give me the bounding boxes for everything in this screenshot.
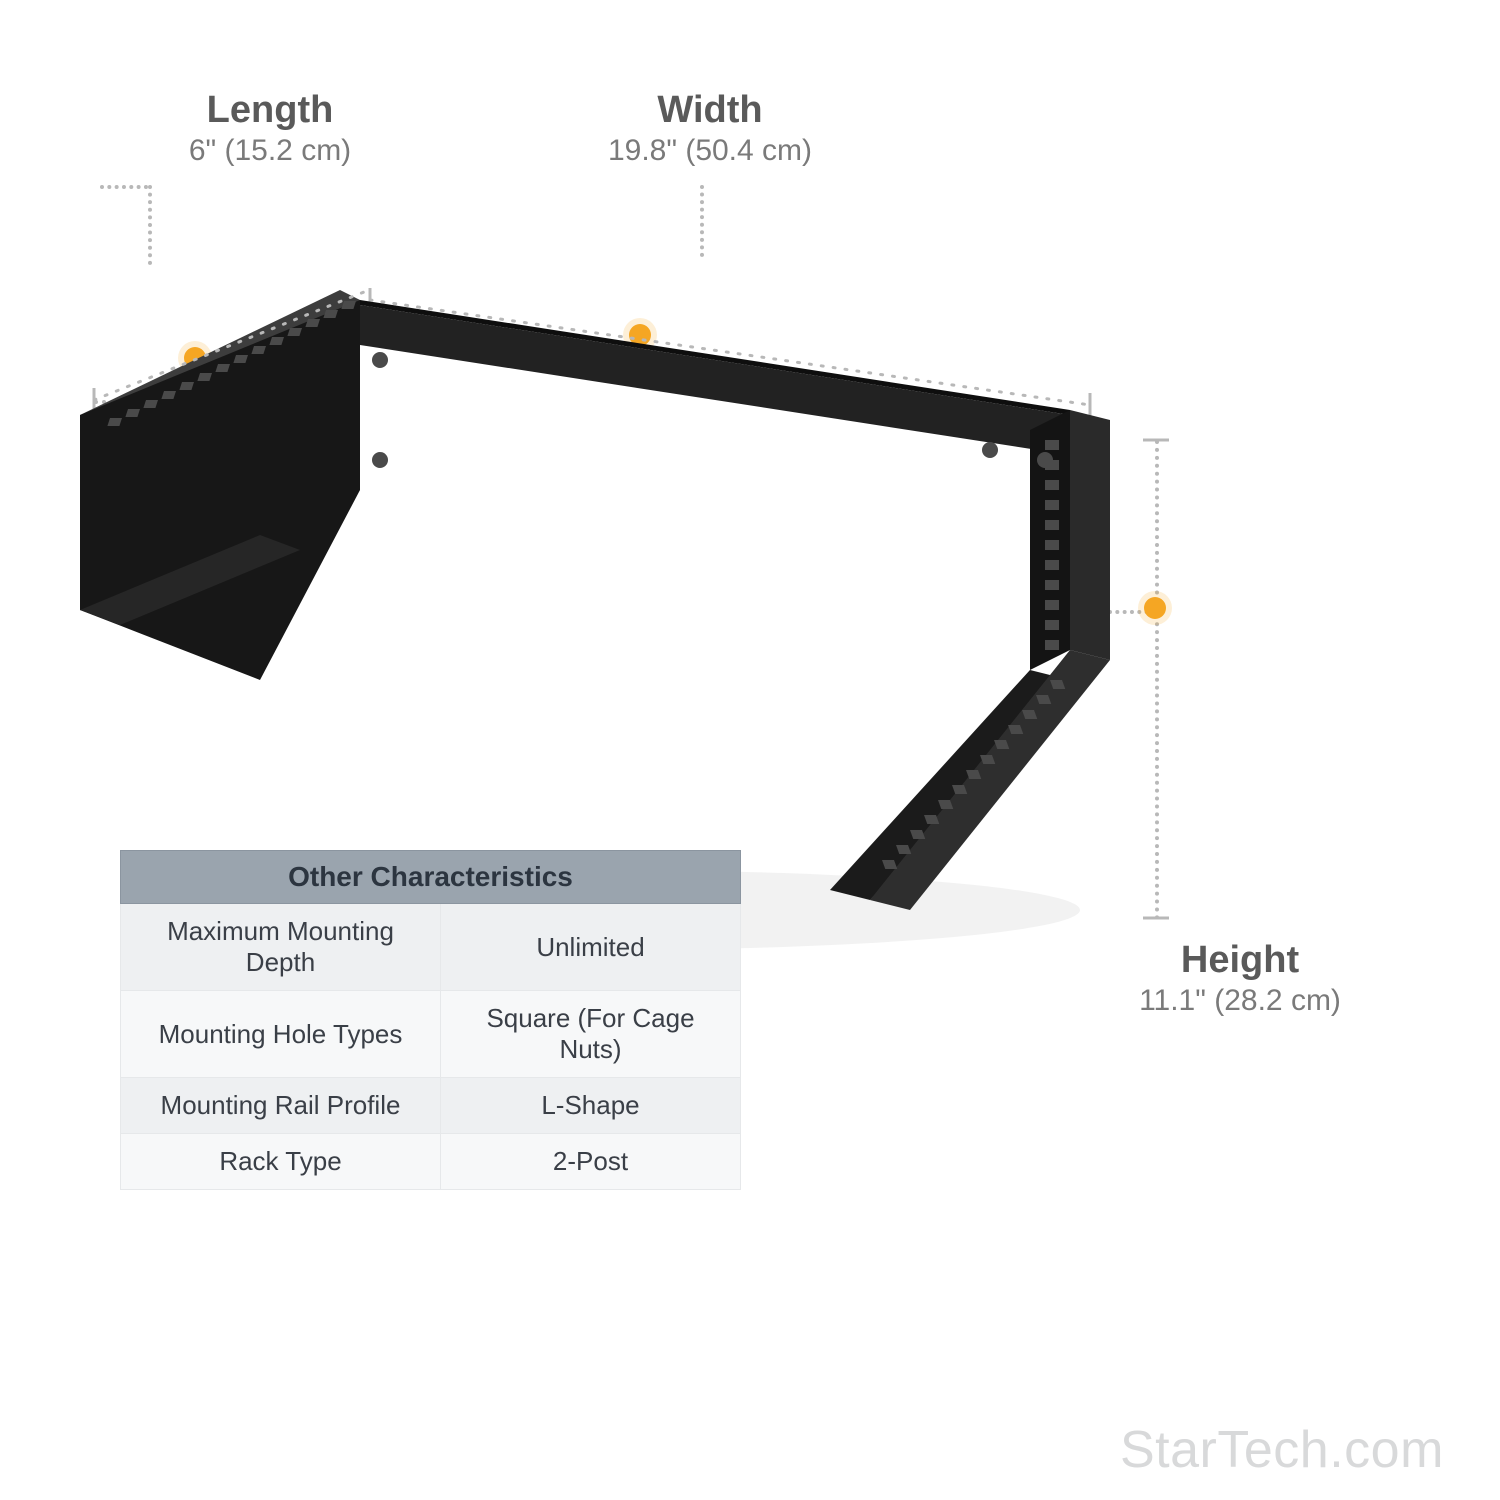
table-row: Rack Type2-Post [121,1134,741,1190]
height-value: 11.1" (28.2 cm) [1100,984,1380,1018]
dimension-tick [1143,917,1169,920]
table-header: Other Characteristics [121,851,741,904]
dimension-leader-line [100,185,148,189]
dimension-marker-icon [1144,597,1166,619]
char-label: Mounting Hole Types [121,991,441,1078]
product-illustration [60,250,1140,950]
dimension-leader-line [700,185,704,257]
char-label: Maximum Mounting Depth [121,904,441,991]
characteristics-table: Other Characteristics Maximum Mounting D… [120,850,741,1190]
dimension-leader-line [1155,440,1159,920]
char-value: Unlimited [441,904,741,991]
dimension-tick [1143,439,1169,442]
table-row: Maximum Mounting DepthUnlimited [121,904,741,991]
char-value: Square (For Cage Nuts) [441,991,741,1078]
length-title: Length [160,90,380,132]
width-title: Width [560,90,860,132]
char-value: L-Shape [441,1078,741,1134]
height-label: Height 11.1" (28.2 cm) [1100,940,1380,1018]
char-label: Rack Type [121,1134,441,1190]
height-title: Height [1100,940,1380,982]
length-value: 6" (15.2 cm) [160,134,380,168]
brand-watermark: StarTech.com [1120,1420,1444,1480]
width-label: Width 19.8" (50.4 cm) [560,90,860,168]
table-row: Mounting Hole TypesSquare (For Cage Nuts… [121,991,741,1078]
length-label: Length 6" (15.2 cm) [160,90,380,168]
width-value: 19.8" (50.4 cm) [560,134,860,168]
char-label: Mounting Rail Profile [121,1078,441,1134]
char-value: 2-Post [441,1134,741,1190]
table-row: Mounting Rail ProfileL-Shape [121,1078,741,1134]
